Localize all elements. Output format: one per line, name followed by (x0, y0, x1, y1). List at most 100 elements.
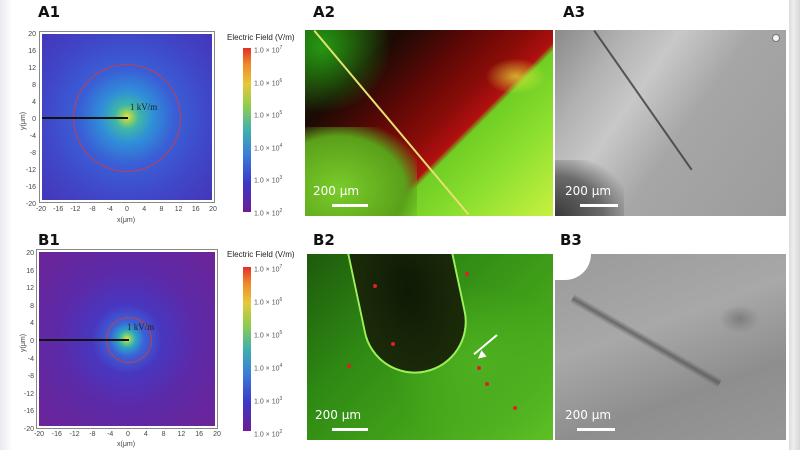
scale-label-b2: 200 μm (315, 408, 362, 422)
field-plot-a1: 1 kV/m (39, 31, 215, 203)
dead-cell-dot (477, 366, 481, 370)
panel-label-a2: A2 (313, 3, 336, 21)
x-tick: 12 (177, 431, 186, 438)
x-tick: 16 (191, 206, 200, 213)
x-tick: 4 (142, 206, 147, 213)
field-annotation-b1: 1 kV/m (127, 322, 155, 332)
x-tick: -20 (33, 431, 45, 438)
x-tick: -4 (106, 206, 113, 213)
colorbar-tick: 1.0 × 107 (254, 45, 283, 55)
y-tick: 8 (32, 82, 36, 89)
scale-bar-a2 (332, 204, 368, 207)
colorbar-a1 (243, 48, 251, 212)
y-tick: -8 (29, 150, 36, 157)
scale-label-a3: 200 μm (565, 184, 612, 198)
scale-bar-b2 (332, 428, 368, 431)
x-tick: 20 (209, 206, 217, 213)
y-tick: -12 (23, 390, 34, 398)
x-axis-title-a1: x(μm) (117, 217, 136, 224)
y-tick: 0 (32, 116, 36, 123)
y-tick: -4 (27, 355, 34, 363)
colorbar-tick: 1.0 × 106 (254, 297, 283, 307)
y-tick: 8 (30, 302, 34, 310)
colorbar-tick: 1.0 × 103 (254, 175, 283, 185)
scale-label-b3: 200 μm (565, 408, 612, 422)
x-tick: -20 (35, 206, 47, 213)
panel-label-a3: A3 (563, 3, 586, 21)
sem-image-a3: 200 μm (555, 30, 786, 216)
image-corner-b3 (555, 254, 591, 280)
y-tick: 16 (26, 267, 34, 275)
electrode-track-b2 (345, 254, 477, 384)
y-tick: -16 (23, 408, 34, 416)
y-tick: 20 (28, 31, 36, 38)
fold-line-b3 (570, 294, 723, 388)
colorbar-b1 (243, 267, 251, 431)
x-tick: -12 (69, 431, 80, 438)
dead-cell-dot (485, 382, 489, 386)
dead-cell-dot (373, 284, 377, 288)
y-axis-title-b1: y(μm) (20, 333, 27, 352)
electrode-line-b1 (39, 339, 129, 341)
y-tick: -4 (29, 133, 36, 140)
y-tick: -16 (25, 184, 36, 191)
crack-line-a3 (593, 30, 693, 171)
colorbar-title-a1: Electric Field (V/m) (227, 33, 295, 42)
panel-label-b2: B2 (313, 231, 335, 249)
x-tick: 20 (213, 431, 221, 438)
field-heatmap-b1: 1 kV/m (39, 252, 215, 426)
colorbar-tick: 1.0 × 103 (254, 396, 283, 406)
x-tick: -8 (89, 206, 96, 213)
x-axis-title-b1: x(μm) (117, 441, 136, 448)
x-tick: -16 (53, 206, 64, 213)
colorbar-tick: 1.0 × 106 (254, 77, 283, 87)
marker-dot-a3 (772, 34, 780, 42)
colorbar-title-b1: Electric Field (V/m) (227, 250, 295, 259)
y-tick: 4 (32, 99, 36, 106)
colorbar-tick: 1.0 × 104 (254, 363, 283, 373)
x-tick: -12 (70, 206, 81, 213)
y-tick: -8 (27, 373, 34, 381)
colorbar-tick: 1.0 × 105 (254, 330, 283, 340)
scale-bar-b3 (577, 428, 615, 431)
x-tick: 12 (174, 206, 183, 213)
dead-cell-dot (465, 272, 469, 276)
x-tick: 8 (161, 431, 166, 438)
fluorescence-image-a2: 200 μm (305, 30, 553, 216)
scale-label-a2: 200 μm (313, 184, 360, 198)
colorbar-tick: 1.0 × 105 (254, 110, 283, 120)
sem-image-b3: 200 μm (555, 254, 786, 440)
right-edge-shade (789, 0, 800, 450)
colorbar-tick: 1.0 × 102 (254, 429, 283, 439)
y-axis-title-a1: y(μm) (20, 111, 27, 130)
x-tick: -8 (89, 431, 96, 438)
y-tick: 12 (28, 65, 36, 72)
field-annotation-a1: 1 kV/m (130, 102, 158, 112)
dead-cell-dot (391, 342, 395, 346)
colorbar-tick: 1.0 × 104 (254, 142, 283, 152)
left-edge-shade (0, 0, 12, 450)
x-tick: 16 (195, 431, 204, 438)
x-tick: 0 (126, 431, 130, 438)
x-tick: -16 (51, 431, 62, 438)
x-tick: 8 (159, 206, 164, 213)
y-tick: -20 (23, 426, 34, 433)
green-region-a2 (305, 126, 417, 216)
x-tick: 4 (143, 431, 148, 438)
y-tick: 0 (30, 338, 34, 345)
colorbar-tick: 1.0 × 102 (254, 207, 283, 217)
field-plot-b1: 1 kV/m (36, 249, 218, 429)
scale-bar-a3 (580, 204, 618, 207)
panel-label-a1: A1 (38, 3, 61, 21)
electrode-line-a1 (42, 117, 128, 119)
panel-label-b1: B1 (38, 231, 60, 249)
y-tick: -20 (25, 201, 36, 208)
arrow-indicator-b2 (473, 334, 498, 356)
x-tick: -4 (107, 431, 114, 438)
dead-cell-dot (347, 364, 351, 368)
y-tick: 20 (26, 250, 34, 257)
y-tick: 12 (26, 285, 34, 293)
y-tick: 16 (28, 48, 36, 55)
field-heatmap-a1: 1 kV/m (42, 34, 212, 200)
dead-cell-dot (513, 406, 517, 410)
